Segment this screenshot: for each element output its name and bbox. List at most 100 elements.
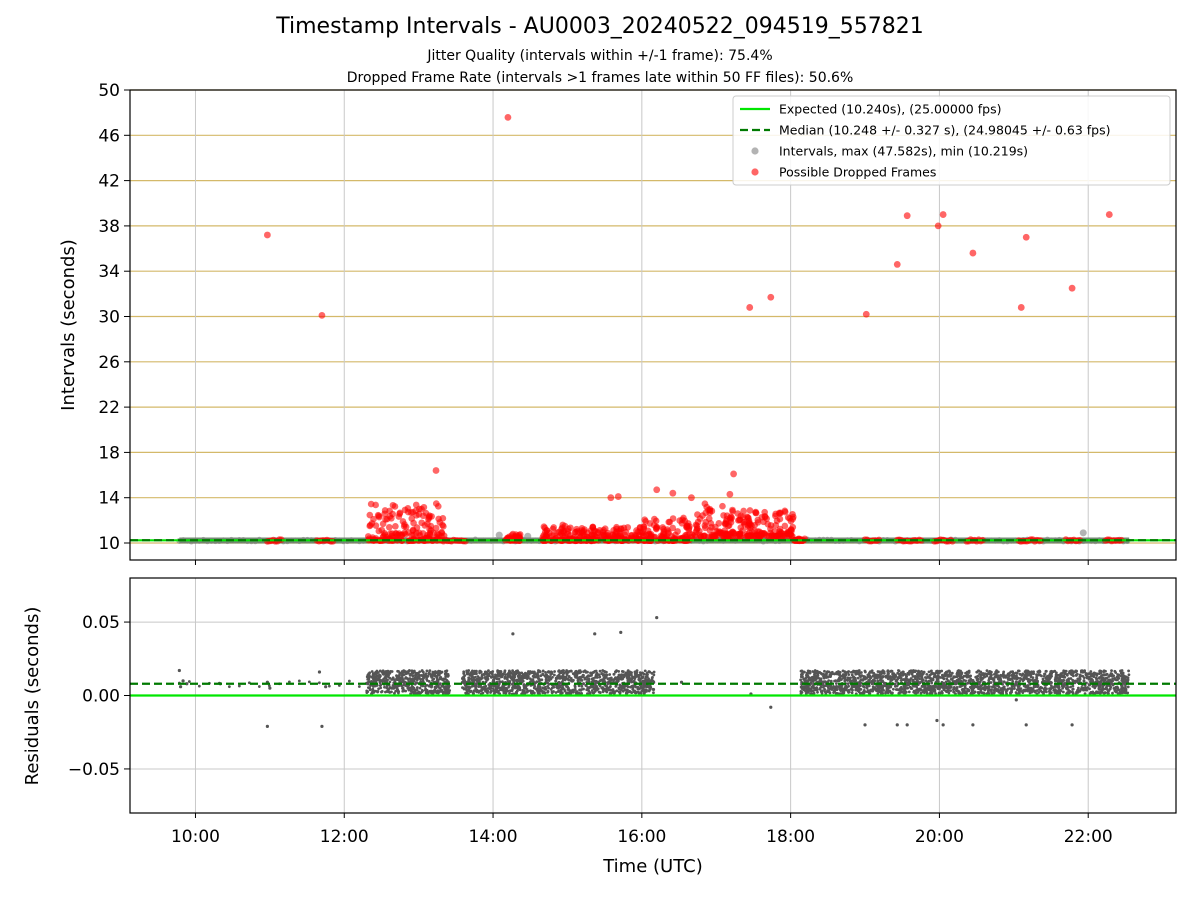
residual-point xyxy=(809,689,813,693)
residual-point xyxy=(366,690,370,694)
dropped-frame-point xyxy=(746,304,754,311)
residual-point xyxy=(965,681,969,685)
residual-point xyxy=(526,689,530,693)
y-tick-label: 0.00 xyxy=(82,687,120,707)
residual-point xyxy=(907,672,911,676)
residual-point xyxy=(877,688,881,692)
residual-point xyxy=(1007,676,1010,680)
residual-point xyxy=(1056,680,1060,683)
residual-point xyxy=(1094,691,1097,695)
y-tick-label: 38 xyxy=(98,217,120,237)
residual-point xyxy=(539,674,543,678)
residual-point xyxy=(368,671,372,675)
residual-point xyxy=(573,685,577,689)
residual-point xyxy=(879,692,883,695)
residual-point xyxy=(1119,671,1123,675)
residual-point xyxy=(366,682,370,686)
residual-point xyxy=(514,669,518,673)
dropped-frame-point xyxy=(415,511,423,518)
residual-point xyxy=(529,691,533,695)
residual-point xyxy=(972,685,976,689)
residual-point xyxy=(921,671,925,675)
residual-point xyxy=(513,686,517,690)
dropped-frame-point xyxy=(739,527,746,534)
residual-point xyxy=(628,690,632,694)
residual-point xyxy=(594,669,598,673)
dropped-frame-point xyxy=(382,516,389,523)
residual-point xyxy=(989,670,993,674)
residual-point xyxy=(1025,677,1029,681)
residual-point xyxy=(963,690,967,693)
residual-point xyxy=(981,676,985,680)
residual-point xyxy=(541,672,545,676)
residual-point xyxy=(982,691,985,695)
residual-point xyxy=(838,676,842,679)
residual-point xyxy=(819,677,823,681)
residual-point xyxy=(1104,673,1108,677)
residual-point xyxy=(907,680,910,684)
y-tick-label: 50 xyxy=(98,81,120,101)
residual-point xyxy=(590,689,594,692)
residual-point xyxy=(886,674,889,678)
residual-point xyxy=(504,686,508,690)
dropped-frame-point xyxy=(688,494,695,502)
residual-point xyxy=(844,688,848,692)
residual-point xyxy=(1120,677,1124,681)
residual-point xyxy=(605,673,609,677)
residual-point xyxy=(881,671,884,675)
residual-point xyxy=(496,677,500,681)
residual-point xyxy=(507,669,511,673)
residual-point xyxy=(979,670,983,674)
dropped-frame-point xyxy=(578,525,586,532)
residual-point xyxy=(521,677,524,681)
residual-point xyxy=(528,677,532,681)
residual-point xyxy=(879,689,883,693)
residual-point xyxy=(919,674,923,678)
residual-point xyxy=(1099,690,1102,694)
residual-point xyxy=(947,691,951,695)
residual-point xyxy=(557,669,561,673)
residual-point xyxy=(370,691,374,695)
residual-point xyxy=(625,674,629,678)
residual-point xyxy=(397,674,401,677)
residual-point xyxy=(979,677,983,681)
dropped-frame-point xyxy=(752,509,760,517)
residual-point xyxy=(827,684,831,688)
residual-point xyxy=(618,673,622,677)
legend-dropped-swatch xyxy=(751,168,759,176)
residual-point xyxy=(809,682,813,686)
residual-point xyxy=(881,684,885,688)
residual-point xyxy=(398,671,402,675)
residual-point xyxy=(622,675,626,678)
dropped-frame-point xyxy=(740,507,747,515)
chart-subtitle-jitter: Jitter Quality (intervals within +/-1 fr… xyxy=(427,48,773,64)
dropped-frame-point xyxy=(567,524,574,532)
residual-point xyxy=(598,675,602,679)
residual-point xyxy=(595,680,598,684)
residual-point xyxy=(815,676,819,680)
residual-point xyxy=(1070,673,1074,677)
residual-point xyxy=(946,688,950,692)
residual-point xyxy=(379,683,383,687)
residual-point xyxy=(376,690,380,694)
residual-point xyxy=(889,677,893,681)
residual-point xyxy=(265,724,269,728)
residual-point xyxy=(863,723,867,727)
residual-point xyxy=(849,688,853,691)
residual-point xyxy=(377,687,380,691)
residual-point xyxy=(555,684,559,688)
residual-point xyxy=(484,677,488,681)
residual-point xyxy=(849,679,853,683)
residual-point xyxy=(576,691,579,694)
residual-point xyxy=(858,691,862,695)
residual-point xyxy=(1060,675,1064,678)
dropped-frame-point xyxy=(427,527,435,534)
residual-point xyxy=(522,683,526,687)
residual-point xyxy=(435,691,439,695)
residual-point xyxy=(987,677,991,681)
residual-point xyxy=(388,691,392,694)
residual-point xyxy=(833,672,837,676)
residual-point xyxy=(814,688,818,692)
residual-point xyxy=(438,682,442,686)
dropped-frame-point xyxy=(903,212,911,220)
